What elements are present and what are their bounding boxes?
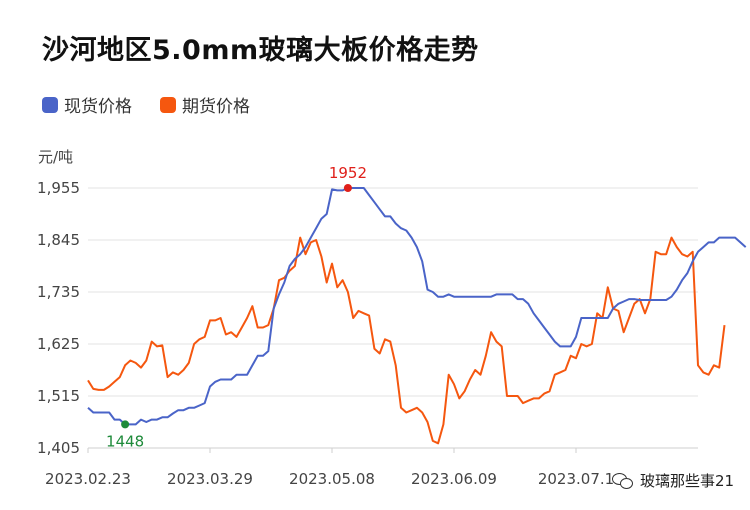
y-tick-label: 1,735 (37, 283, 80, 301)
x-tick-label: 2023.07.1 (538, 470, 614, 488)
y-axis-unit: 元/吨 (38, 148, 74, 166)
legend-item-futures[interactable]: 期货价格 (160, 92, 250, 117)
y-tick-label: 1,515 (37, 387, 80, 405)
max-point-marker (343, 184, 352, 192)
chart-title: 沙河地区5.0mm玻璃大板价格走势 (42, 35, 479, 66)
legend: 现货价格 期货价格 (42, 92, 250, 117)
x-tick-label: 2023.06.09 (411, 470, 497, 488)
min-point-marker (121, 420, 130, 429)
x-tick-label: 2023.03.29 (167, 470, 253, 488)
wechat-icon (612, 472, 634, 489)
legend-label-spot: 现货价格 (64, 97, 132, 117)
min-point-label: 1448 (106, 432, 144, 450)
credit: 玻璃那些事21 (612, 470, 734, 491)
y-tick-label: 1,625 (37, 335, 80, 353)
legend-label-futures: 期货价格 (182, 97, 250, 117)
y-tick-label: 1,845 (37, 231, 80, 249)
spot-price-line (87, 187, 747, 426)
legend-item-spot[interactable]: 现货价格 (42, 92, 132, 117)
y-tick-label: 1,955 (37, 179, 80, 197)
y-tick-label: 1,405 (37, 439, 80, 457)
legend-swatch-futures (160, 96, 176, 113)
x-tick-label: 2023.02.23 (45, 470, 131, 488)
x-tick-label: 2023.05.08 (289, 470, 375, 488)
credit-text: 玻璃那些事21 (640, 472, 735, 490)
futures-price-line (87, 236, 726, 445)
max-point-label: 1952 (329, 164, 367, 182)
legend-swatch-spot (42, 96, 58, 113)
